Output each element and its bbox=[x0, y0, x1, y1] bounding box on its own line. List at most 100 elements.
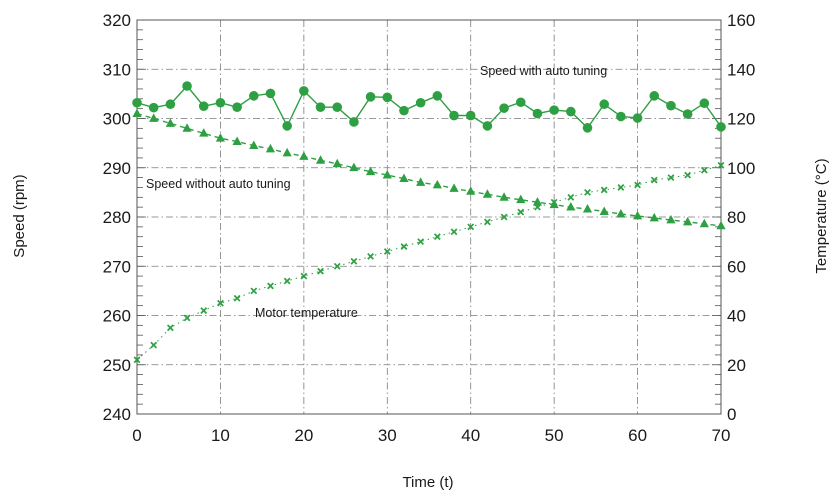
point-x bbox=[567, 193, 575, 201]
point-x bbox=[317, 267, 324, 275]
point-triangle bbox=[683, 216, 693, 226]
point-circle bbox=[482, 121, 493, 131]
point-triangle bbox=[449, 183, 459, 192]
point-triangle bbox=[516, 194, 526, 204]
y2-tick-label: 100 bbox=[727, 159, 755, 178]
series-line-circle bbox=[136, 84, 722, 129]
y-tick-label: 280 bbox=[103, 208, 131, 227]
point-triangle bbox=[666, 214, 676, 224]
point-circle bbox=[382, 92, 393, 103]
x-tick-label: 70 bbox=[712, 426, 731, 445]
point-circle bbox=[249, 91, 259, 101]
grid bbox=[137, 20, 721, 414]
point-circle bbox=[349, 117, 359, 127]
point-circle bbox=[566, 106, 576, 117]
point-x bbox=[550, 198, 558, 206]
y2-tick-label: 40 bbox=[727, 307, 746, 326]
point-x bbox=[217, 299, 224, 307]
point-x bbox=[667, 174, 675, 182]
y-tick-label: 250 bbox=[103, 356, 131, 375]
point-triangle bbox=[332, 158, 342, 168]
point-triangle bbox=[716, 220, 726, 230]
point-triangle bbox=[466, 186, 476, 195]
point-circle bbox=[399, 105, 409, 116]
x-axis-title: Time (t) bbox=[402, 474, 453, 491]
point-circle bbox=[649, 91, 660, 101]
x-tick-label: 40 bbox=[461, 426, 480, 445]
point-x bbox=[634, 181, 641, 189]
point-triangle bbox=[432, 179, 442, 189]
point-x bbox=[534, 203, 541, 211]
point-x bbox=[600, 186, 608, 194]
point-triangle bbox=[132, 108, 142, 117]
point-x bbox=[700, 166, 708, 174]
y2-axis-title: Temperature (°C) bbox=[813, 158, 830, 273]
point-triangle bbox=[349, 162, 359, 172]
x-tick-label: 30 bbox=[378, 426, 397, 445]
point-triangle bbox=[165, 118, 175, 127]
y-axis-title: Speed (rpm) bbox=[11, 174, 28, 257]
point-x bbox=[283, 277, 291, 285]
y2-tick-label: 80 bbox=[727, 208, 746, 227]
point-triangle bbox=[632, 210, 643, 220]
point-x bbox=[233, 294, 241, 302]
point-circle bbox=[282, 121, 292, 131]
point-circle bbox=[599, 99, 609, 110]
point-triangle bbox=[215, 133, 226, 142]
point-x bbox=[450, 228, 458, 236]
series-layer bbox=[132, 81, 726, 364]
x-tick-label: 20 bbox=[294, 426, 313, 445]
point-circle bbox=[132, 97, 142, 108]
point-triangle bbox=[199, 128, 209, 137]
point-x bbox=[500, 213, 508, 221]
point-x bbox=[166, 324, 174, 332]
point-circle bbox=[582, 123, 593, 133]
point-triangle bbox=[616, 208, 626, 218]
point-circle bbox=[449, 110, 459, 121]
point-x bbox=[350, 257, 358, 265]
point-circle bbox=[465, 110, 476, 121]
point-triangle bbox=[265, 143, 276, 153]
point-x bbox=[433, 233, 441, 241]
point-circle bbox=[232, 102, 242, 112]
annotation-without-tuning: Speed without auto tuning bbox=[146, 177, 291, 191]
x-tick-label: 50 bbox=[545, 426, 564, 445]
series-line-triangle bbox=[136, 112, 722, 227]
point-triangle bbox=[416, 177, 426, 186]
y-tick-label: 320 bbox=[103, 11, 131, 30]
point-x bbox=[333, 262, 341, 270]
y-tick-label: 310 bbox=[103, 60, 131, 79]
point-triangle bbox=[249, 140, 259, 149]
y2-tick-label: 60 bbox=[727, 257, 746, 276]
point-circle bbox=[632, 113, 643, 123]
y-tick-label: 270 bbox=[103, 257, 131, 276]
y-tick-label: 300 bbox=[103, 110, 131, 129]
point-triangle bbox=[582, 204, 593, 213]
point-triangle bbox=[299, 151, 309, 160]
y2-tick-label: 20 bbox=[727, 356, 746, 375]
y-tick-label: 290 bbox=[103, 159, 131, 178]
labels: Speed with auto tuning Speed without aut… bbox=[11, 64, 830, 491]
point-x bbox=[183, 314, 191, 322]
x-tick-label: 0 bbox=[132, 426, 141, 445]
point-triangle bbox=[649, 212, 659, 222]
y2-tick-label: 120 bbox=[727, 110, 755, 129]
point-circle bbox=[616, 111, 626, 122]
point-x bbox=[684, 171, 692, 179]
point-circle bbox=[415, 97, 426, 108]
y-tick-label: 240 bbox=[103, 405, 131, 424]
point-x bbox=[584, 188, 591, 196]
point-triangle bbox=[232, 136, 242, 146]
point-triangle bbox=[366, 166, 376, 176]
point-circle bbox=[299, 86, 309, 96]
annotation-motor-temp: Motor temperature bbox=[255, 306, 358, 320]
point-triangle bbox=[149, 113, 159, 122]
point-x bbox=[367, 252, 375, 260]
point-x bbox=[650, 176, 658, 184]
point-circle bbox=[182, 81, 192, 91]
point-x bbox=[200, 307, 208, 314]
point-triangle bbox=[382, 170, 392, 179]
annotation-with-tuning: Speed with auto tuning bbox=[480, 64, 607, 78]
point-circle bbox=[198, 101, 209, 111]
point-circle bbox=[432, 91, 443, 101]
